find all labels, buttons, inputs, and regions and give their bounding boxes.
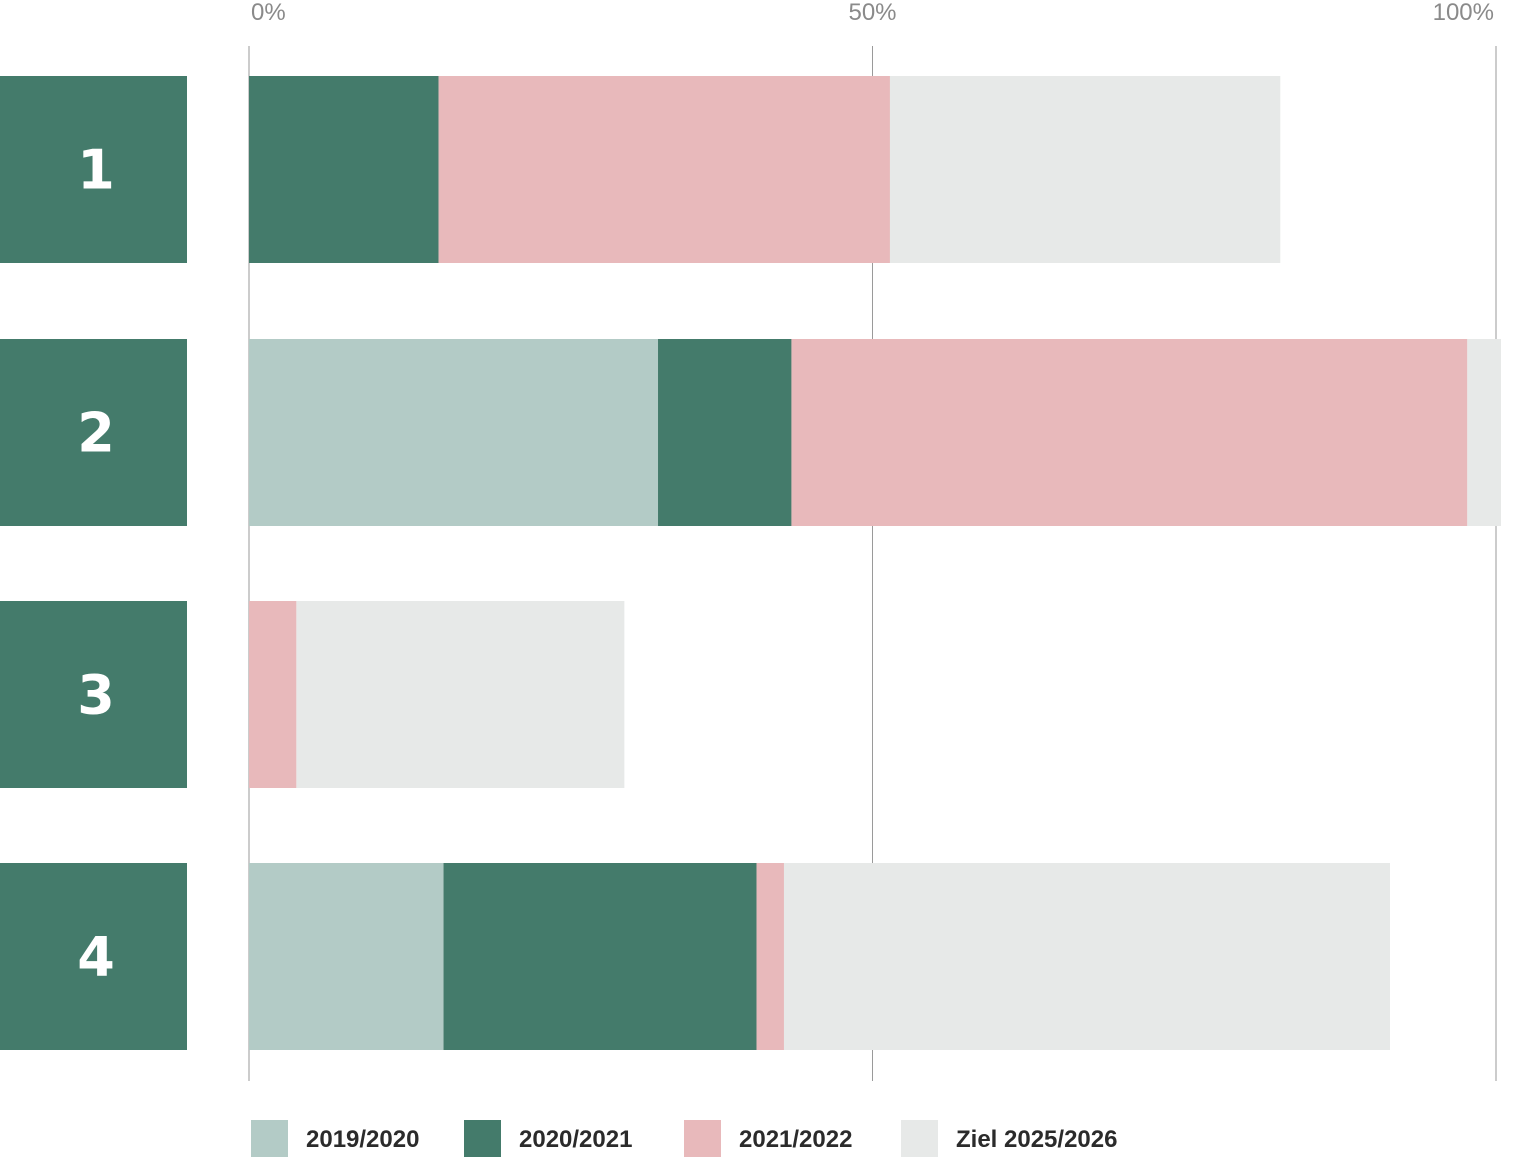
bar-segment (443, 863, 757, 1050)
legend-label: 2020/2021 (519, 1126, 632, 1153)
legend-swatch (901, 1120, 938, 1157)
bar-segment (249, 863, 444, 1050)
legend-swatch (684, 1120, 721, 1157)
bar-segment (438, 76, 890, 263)
x-tick-label: 50% (848, 0, 896, 26)
bar-segment (783, 863, 1391, 1050)
legend-label: 2021/2022 (739, 1126, 852, 1153)
row-label: 3 (77, 664, 115, 727)
row-label-box (0, 863, 187, 1050)
row-label: 4 (77, 926, 115, 989)
x-tick-label: 0% (251, 0, 286, 26)
bar-segment (756, 863, 784, 1050)
bar-segment (249, 601, 297, 788)
bar-segment (296, 601, 625, 788)
row-label: 1 (77, 139, 115, 202)
bar-segment (889, 76, 1281, 263)
legend-label: 2019/2020 (306, 1126, 419, 1153)
x-tick-label: 100% (1433, 0, 1494, 26)
bar-segments (249, 76, 1501, 1050)
row-labels: 1 2 3 4 (0, 76, 187, 1050)
bar-segment (658, 339, 792, 526)
bar-segment (791, 339, 1468, 526)
bar-segment (1467, 339, 1501, 526)
bar-segment (249, 76, 439, 263)
row-label-box (0, 601, 187, 788)
x-tick-labels: 0% 50% 100% (251, 0, 1494, 26)
legend-swatch (251, 1120, 288, 1157)
bar-segment (249, 339, 659, 526)
legend: 2019/2020 2020/2021 2021/2022 Ziel 2025/202… (251, 1120, 1117, 1157)
row-label-box (0, 76, 187, 263)
row-label: 2 (77, 402, 115, 465)
row-label-box (0, 339, 187, 526)
legend-label: Ziel 2025/2026 (956, 1126, 1117, 1153)
legend-swatch (464, 1120, 501, 1157)
